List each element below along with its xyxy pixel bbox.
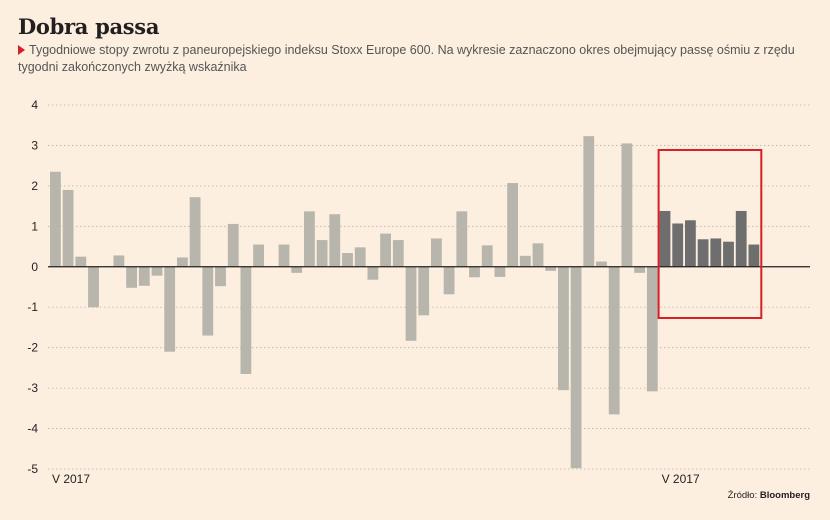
bar [253,244,264,267]
bar [532,243,544,267]
bar [278,244,290,267]
y-tick-label: -3 [27,381,38,395]
bar [583,136,595,267]
bar [646,266,658,392]
source-label: Źródło: [727,490,758,501]
bar [240,266,252,374]
subtitle-text: Tygodniowe stopy zwrotu z paneuropejskie… [18,43,795,74]
bar [354,247,366,267]
bar [431,238,442,267]
bar [316,240,328,267]
bar [329,214,341,267]
y-tick-label: 4 [31,98,38,112]
y-tick-label: -4 [27,422,38,436]
bar [227,223,239,267]
bar [697,239,709,267]
source-note: Źródło: Bloomberg [728,490,810,501]
source-name: Bloomberg [759,490,810,501]
bar [621,143,633,267]
bar [418,266,430,316]
bar [685,220,696,267]
bar [291,266,303,273]
bars [48,136,810,469]
bar [456,211,468,267]
bar [202,266,214,336]
bar [405,266,417,341]
bar [672,223,684,267]
bar [494,266,506,277]
bar [164,266,176,352]
y-tick-label: 3 [31,138,38,152]
bar [469,266,480,278]
bar [342,253,353,267]
x-tick-label: V 2017 [52,472,90,486]
bar [367,266,379,280]
bar [304,211,315,267]
y-tick-label: -5 [27,462,38,476]
x-tick-label: V 2017 [662,472,700,486]
bar [215,266,226,287]
y-tick-label: 1 [31,219,38,233]
highlight-box [657,149,763,319]
bar [596,261,607,267]
bar [558,266,569,391]
y-tick-label: -2 [27,341,38,355]
bar [519,255,531,267]
bar [62,189,74,267]
bar [443,266,455,295]
chart-title: Dobra passa [18,14,160,39]
bar [138,266,150,286]
bar [481,245,493,267]
bar [723,241,734,267]
y-tick-label: 2 [31,179,38,193]
bar [392,240,404,267]
bar [189,197,201,267]
y-axis-labels: 4 3 2 1 0 -1 -2 -3 -4 -5 [27,98,38,476]
bar [735,210,747,267]
bar [507,183,518,267]
y-tick-label: 0 [31,260,38,274]
bar [634,266,645,273]
bar [126,266,137,288]
streak-highlight [657,149,763,319]
bar [50,171,61,267]
chart-subtitle: Tygodniowe stopy zwrotu z paneuropejskie… [18,42,808,76]
bar [380,233,391,267]
bar [748,244,760,267]
y-tick-label: -1 [27,300,38,314]
bar [151,266,163,276]
bar [545,266,557,271]
x-axis-labels: V 2017 V 2017 [52,472,700,486]
bar [113,255,125,267]
bar [177,257,188,267]
triangle-marker-icon [18,45,25,55]
bar [75,256,87,267]
bar [710,238,722,267]
bar [88,266,99,308]
bar [570,266,582,469]
bar [659,210,671,267]
bar [608,266,620,415]
